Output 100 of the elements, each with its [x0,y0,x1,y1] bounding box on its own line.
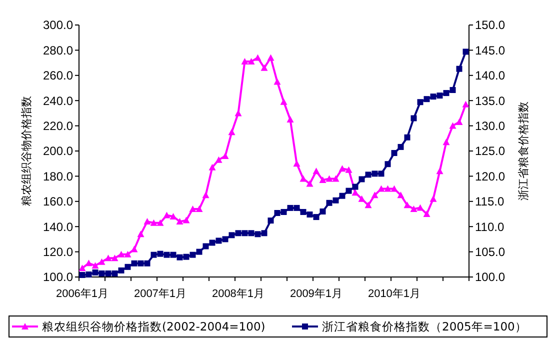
point [430,195,437,202]
y2-tick-label: 135.0 [475,94,506,108]
point [339,192,346,199]
y2-axis-title: 浙江省粮食价格指数 [517,102,530,200]
point [443,90,450,96]
point [138,260,144,266]
point [430,94,436,100]
x-tick-label: 2006年1月 [56,288,109,300]
point [92,262,99,269]
point [235,230,242,236]
point [254,54,262,61]
point [417,99,424,106]
point [131,260,138,266]
point [280,98,288,105]
point [189,205,196,212]
point [248,230,254,236]
point [320,208,326,214]
point [378,185,385,192]
point [462,100,470,108]
point [150,219,158,226]
y-tick-label: 220.0 [42,119,74,133]
point [450,87,456,94]
point [384,161,391,168]
y2-tick-label: 145.0 [475,43,506,58]
y2-tick-label: 105.0 [475,245,506,259]
point [124,250,132,258]
point [260,64,268,71]
y-axis-title: 粮农组织谷物价格指数 [20,96,33,206]
point [261,230,268,236]
y2-tick-label: 140.0 [475,68,506,83]
point [371,192,378,198]
y-tick-label: 100.0 [42,270,74,284]
point [456,118,463,126]
point [222,152,229,160]
point [313,214,320,220]
point [105,270,112,276]
point [390,185,398,192]
point [345,166,352,173]
point [365,172,372,178]
point [208,164,216,170]
point [254,231,261,238]
y2-tick-label: 110.0 [475,220,504,234]
point [274,210,280,216]
legend-label: 浙江省粮食价格指数（2005年=100） [322,320,527,334]
point [424,96,430,102]
point [319,176,326,183]
point [326,175,333,182]
point [462,48,469,55]
point [364,202,372,208]
point [294,204,300,211]
point [190,252,196,258]
point [163,212,170,218]
point [404,134,410,140]
y-tick-label: 280.0 [42,43,74,58]
point [112,270,118,276]
point [268,218,274,224]
point [274,78,281,85]
point [156,219,164,226]
x-tick-label: 2007年1月 [134,288,187,300]
point [378,170,384,177]
point [150,252,157,258]
point [183,254,190,260]
point [352,184,358,190]
point [300,175,307,182]
point [280,208,287,215]
point [118,267,124,274]
point [346,188,352,194]
y-tick-label: 240.0 [42,94,74,108]
point [222,236,228,242]
point [215,156,222,163]
point [170,213,177,220]
y-tick-label: 140.0 [42,220,74,234]
y-tick-label: 160.0 [42,194,74,209]
y2-tick-label: 100.0 [475,270,506,284]
point [157,250,164,257]
point [416,204,424,211]
point [118,250,125,258]
point [358,195,366,202]
point [104,254,112,262]
y-tick-label: 120.0 [42,245,74,259]
point [196,248,202,255]
point [391,150,398,156]
y2-tick-label: 130.0 [475,119,506,133]
point [267,54,274,61]
point [410,205,418,212]
point [79,272,86,278]
x-tick-label: 2010年1月 [368,288,421,300]
y2-tick-label: 125.0 [475,144,506,158]
point [228,232,235,238]
point [423,210,430,217]
point [98,270,105,276]
point [449,122,456,129]
point [338,165,346,172]
point [242,230,248,236]
point [92,269,98,276]
point [144,218,151,225]
point [312,168,320,174]
point [170,252,176,258]
point [456,66,462,72]
y-tick-label: 180.0 [42,169,74,184]
